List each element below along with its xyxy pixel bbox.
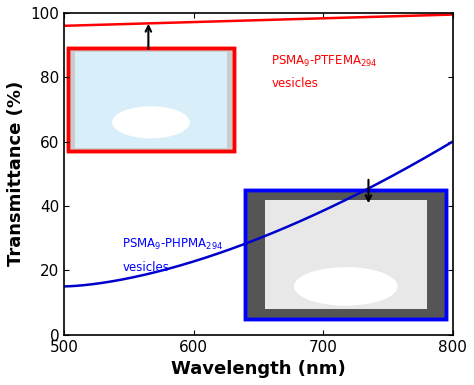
Ellipse shape [112, 106, 190, 138]
FancyBboxPatch shape [246, 190, 446, 318]
X-axis label: Wavelength (nm): Wavelength (nm) [171, 360, 346, 378]
Ellipse shape [294, 267, 398, 306]
Text: vesicles: vesicles [122, 261, 169, 274]
FancyBboxPatch shape [265, 199, 427, 309]
Text: PSMA$_9$-PTFEMA$_{294}$: PSMA$_9$-PTFEMA$_{294}$ [272, 54, 378, 69]
Text: vesicles: vesicles [272, 77, 318, 90]
FancyBboxPatch shape [68, 49, 234, 151]
Text: PSMA$_9$-PHPMA$_{294}$: PSMA$_9$-PHPMA$_{294}$ [122, 237, 224, 252]
FancyBboxPatch shape [74, 52, 228, 148]
Y-axis label: Transmittance (%): Transmittance (%) [7, 81, 25, 266]
